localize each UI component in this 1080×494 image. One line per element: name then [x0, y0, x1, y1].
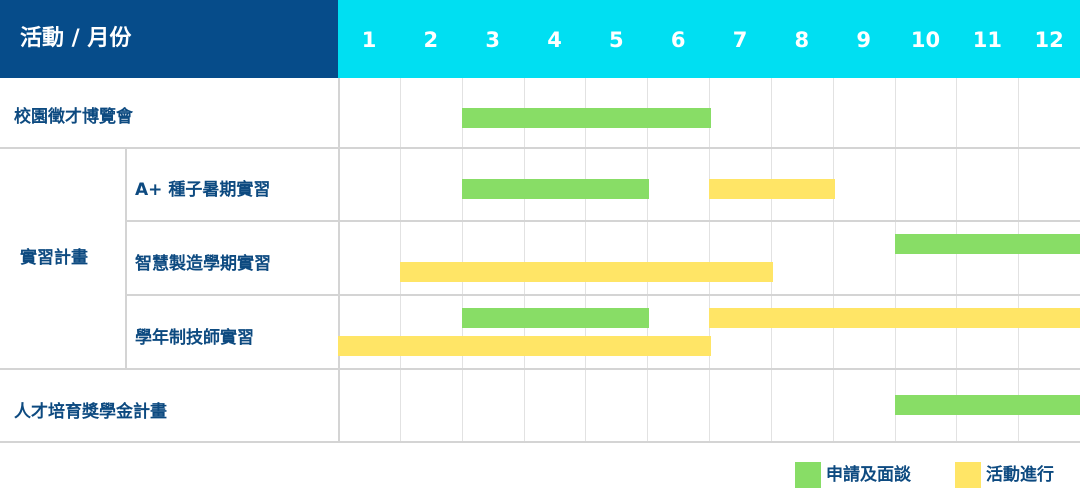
gantt-bar-apply [461, 108, 711, 128]
month-label: 11 [972, 28, 1002, 52]
activity-label: 學年制技師實習 [135, 328, 254, 348]
month-label: 10 [910, 28, 941, 52]
gantt-bar-apply [461, 179, 650, 199]
grid-line-vertical [1018, 78, 1019, 442]
gantt-bar-apply [894, 234, 1080, 254]
month-label: 1 [361, 28, 377, 52]
group-label: 實習計畫 [20, 248, 88, 268]
legend-swatch-apply [795, 462, 821, 488]
gantt-bar-run [709, 308, 1080, 328]
grid-line-horizontal [125, 220, 1080, 222]
grid-line-horizontal [125, 294, 1080, 296]
month-label: 8 [794, 28, 810, 52]
grid-line-horizontal [0, 368, 1080, 370]
month-label: 6 [670, 28, 686, 52]
gantt-bar-run [709, 179, 835, 199]
activity-label: 校園徵才博覽會 [14, 107, 133, 127]
grid-line-vertical [771, 78, 772, 442]
grid-line-vertical [400, 78, 401, 442]
grid-line-vertical [338, 78, 340, 442]
grid-line-vertical [956, 78, 957, 442]
gantt-bar-run [338, 336, 711, 356]
legend-label-apply: 申請及面談 [826, 465, 911, 485]
header-label: 活動 / 月份 [20, 26, 132, 51]
group-divider [125, 148, 127, 369]
activity-label: 人才培育獎學金計畫 [14, 402, 167, 422]
grid-line-vertical [524, 78, 525, 442]
activity-label: A+ 種子暑期實習 [135, 180, 271, 200]
legend-swatch-run [955, 462, 981, 488]
grid-line-horizontal [0, 147, 1080, 149]
month-label: 12 [1034, 28, 1064, 52]
grid-line-vertical [709, 78, 710, 442]
month-label: 2 [423, 28, 439, 52]
grid-line-horizontal [0, 441, 1080, 443]
legend-label-run: 活動進行 [986, 465, 1054, 485]
grid-line-vertical [833, 78, 834, 442]
grid-line-vertical [462, 78, 463, 442]
grid-line-vertical [585, 78, 586, 442]
header-months [338, 0, 1080, 78]
header-left [0, 0, 338, 78]
activity-label: 智慧製造學期實習 [135, 254, 271, 274]
month-label: 4 [547, 28, 562, 52]
month-label: 7 [732, 28, 748, 52]
month-label: 9 [856, 28, 871, 52]
grid-line-vertical [895, 78, 896, 442]
grid-line-vertical [647, 78, 648, 442]
month-label: 3 [485, 28, 500, 52]
month-label: 5 [609, 28, 624, 52]
gantt-bar-apply [894, 395, 1080, 415]
gantt-bar-apply [461, 308, 650, 328]
gantt-bar-run [399, 262, 773, 282]
